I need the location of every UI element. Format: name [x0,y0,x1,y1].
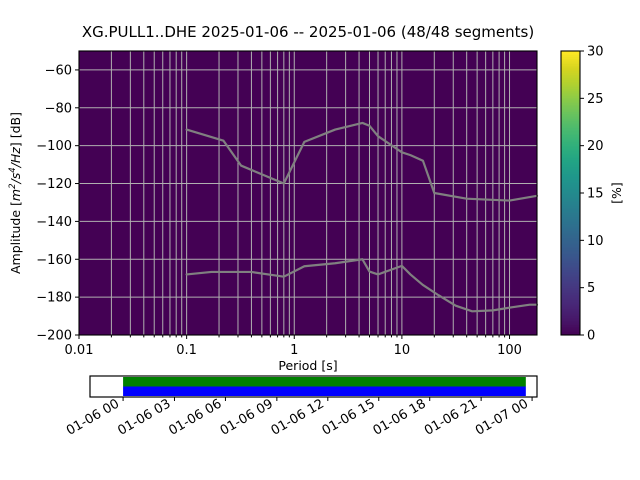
colorbar-tick-label: 30 [587,45,604,60]
x-tick-label: 0.1 [176,343,197,358]
noise-model-curves [185,121,539,313]
y-tick-label: −200 [36,329,72,344]
colorbar-tick-label: 10 [587,234,604,249]
y-tick-label: −60 [45,63,72,78]
colorbar-tick-label: 20 [587,139,604,154]
y-tick-label: −140 [36,215,72,230]
x-axis: 0.01 0.1 1 10 100 [65,335,522,358]
y-tick-label: −160 [36,253,72,268]
x-tick-label: 100 [497,343,522,358]
y-axis-label: Amplitude [m2/s4/Hz] [dB] [8,112,23,274]
colorbar-tick-label: 5 [587,281,595,296]
y-tick-label: −80 [45,101,72,116]
colorbar-tick-label: 15 [587,187,604,202]
colorbar[interactable]: 0 5 10 15 20 25 30 [%] [560,45,624,344]
y-axis: −60 −80 −100 −120 −140 −160 −180 −200 [36,63,79,344]
x-tick-label: 0.01 [65,343,94,358]
y-tick-label: −120 [36,177,72,192]
plot-frame [78,50,538,336]
y-tick-label: −180 [36,291,72,306]
page-title: XG.PULL1..DHE 2025-01-06 -- 2025-01-06 (… [82,23,534,41]
y-tick-label: −100 [36,139,72,154]
x-tick-label: 1 [290,343,298,358]
colorbar-tick-label: 25 [587,92,604,107]
colorbar-tick-label: 0 [587,329,595,344]
timeline-green-bar [123,377,526,387]
plot-gridlines [78,51,537,336]
x-axis-label: Period [s] [278,358,337,373]
timeline-blue-bar [123,386,526,396]
colorbar-label: [%] [609,182,624,204]
x-tick-label: 10 [394,343,411,358]
psd-heatmap [79,51,537,335]
